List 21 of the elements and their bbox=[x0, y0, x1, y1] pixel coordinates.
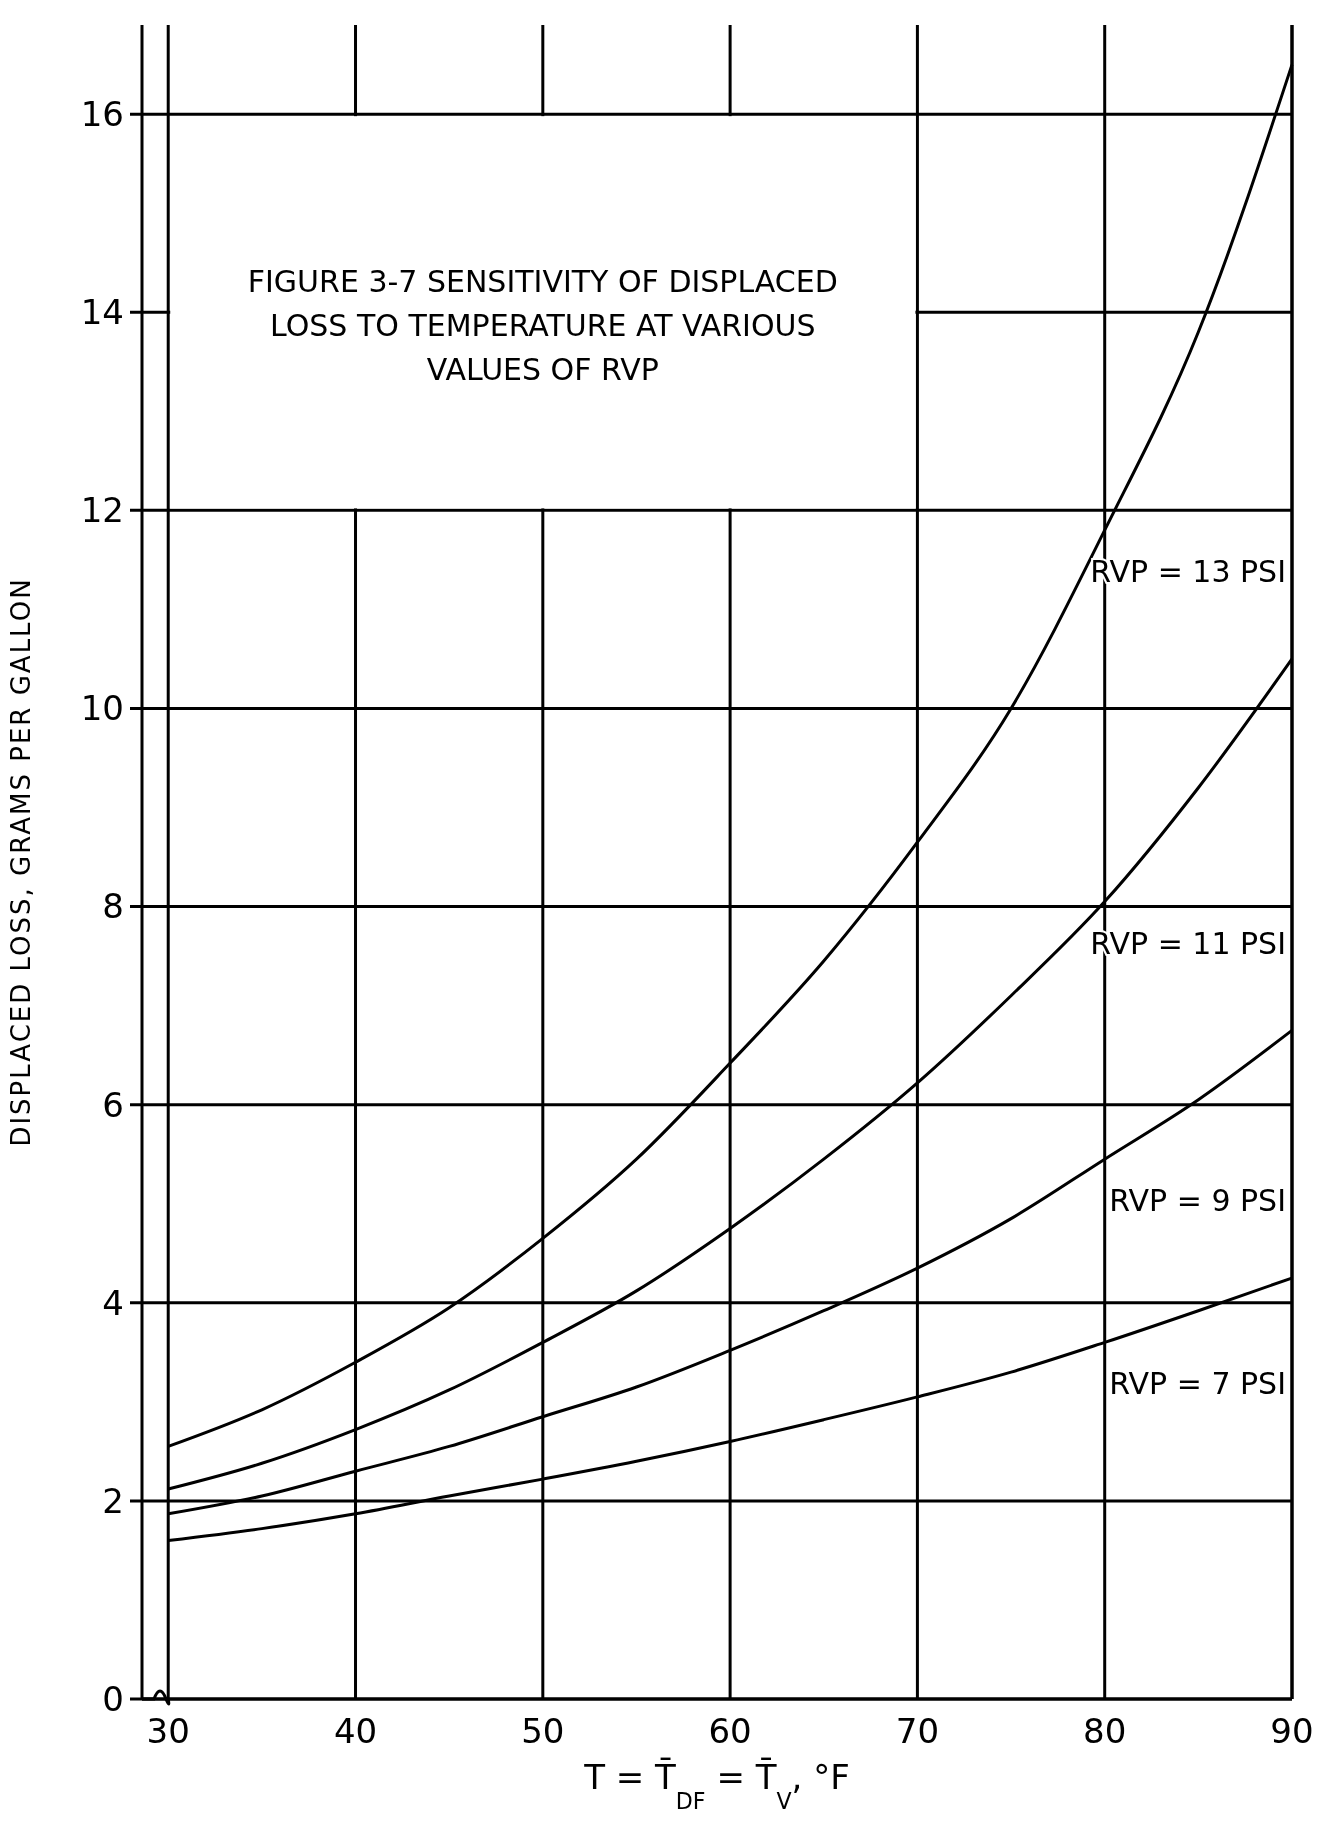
y-tick-label: 4 bbox=[102, 1282, 124, 1323]
text: FIGURE 3-7 SENSITIVITY OF DISPLACED LOSS TO TEMPERATURE AT VARIOUS VALUES OF RVP bbox=[247, 264, 838, 388]
y-tick-label: 8 bbox=[102, 886, 124, 927]
y-tick-label: 6 bbox=[102, 1084, 124, 1125]
x-tick-label: 60 bbox=[708, 1711, 752, 1751]
x-tick-label: 80 bbox=[1083, 1711, 1127, 1751]
y-tick-label: 14 bbox=[80, 292, 124, 333]
series-label: RVP = 9 PSI bbox=[1109, 1183, 1286, 1219]
y-tick-label: 12 bbox=[80, 490, 124, 531]
y-tick-label: 0 bbox=[102, 1678, 124, 1719]
series-label: RVP = 7 PSI bbox=[1109, 1366, 1286, 1402]
y-axis-title: DISPLACED LOSS, GRAMS PER GALLON bbox=[6, 577, 36, 1147]
y-tick-label: 10 bbox=[80, 688, 124, 729]
x-tick-label: 50 bbox=[521, 1711, 565, 1751]
x-tick-label: 90 bbox=[1270, 1711, 1314, 1751]
x-tick-label: 40 bbox=[333, 1711, 378, 1751]
y-tick-label: 2 bbox=[102, 1480, 124, 1521]
x-tick-label: 30 bbox=[146, 1711, 190, 1751]
x-tick-label: 70 bbox=[895, 1711, 940, 1751]
y-tick-label: 16 bbox=[80, 94, 124, 135]
x-axis-title: T = T̄$_{DF}$ = T̄$_{V}$, °F bbox=[583, 1756, 850, 1814]
